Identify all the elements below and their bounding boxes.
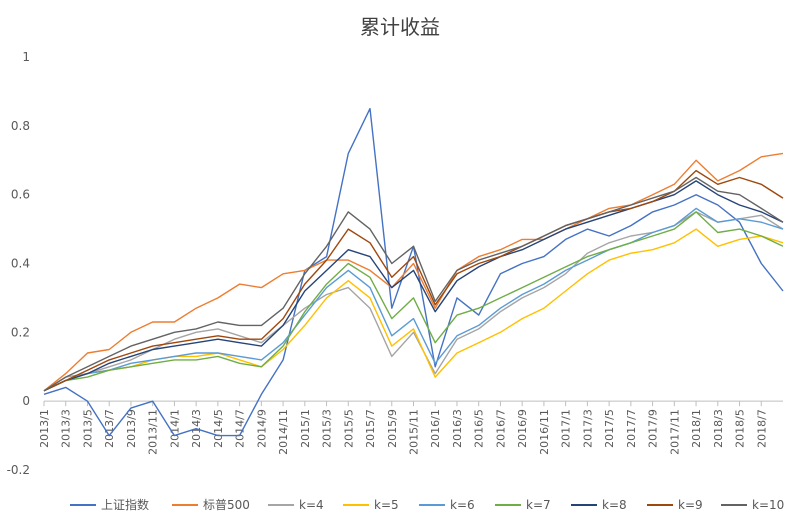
y-tick-label: 0.4 — [11, 257, 30, 271]
x-tick-label: 2016/9 — [516, 409, 529, 448]
x-tick-label: 2015/7 — [364, 409, 377, 448]
x-tick-label: 2016/5 — [473, 409, 486, 448]
x-tick-label: 2018/3 — [712, 409, 725, 448]
x-tick-label: 2016/3 — [451, 409, 464, 448]
x-tick-label: 2014/9 — [255, 409, 268, 448]
x-tick-label: 2016/1 — [429, 409, 442, 448]
legend-label: k=6 — [450, 498, 475, 512]
series-line-1 — [43, 152, 784, 392]
x-axis: 2013/1 2013/3 2013/5 2013/7 2013/9 2013/11 201… — [38, 401, 768, 455]
x-tick-label: 2014/7 — [234, 409, 247, 448]
x-tick-label: 2017/9 — [647, 409, 660, 448]
y-tick-label: 0.2 — [11, 325, 30, 339]
series-line-2 — [43, 211, 784, 392]
legend-label: k=4 — [299, 498, 324, 512]
x-tick-label: 2015/3 — [321, 409, 334, 448]
x-tick-label: 2013/11 — [147, 409, 160, 455]
x-tick-label: 2016/7 — [494, 409, 507, 448]
series-line-4 — [43, 207, 784, 392]
legend-label: k=7 — [526, 498, 551, 512]
x-tick-label: 2013/3 — [60, 409, 73, 448]
x-tick-label: 2013/5 — [81, 409, 94, 448]
x-tick-label: 2013/7 — [103, 409, 116, 448]
x-tick-label: 2014/11 — [277, 409, 290, 455]
legend-label: 标普500 — [203, 498, 250, 512]
y-tick-label: 0 — [22, 394, 30, 408]
legend-label: k=9 — [678, 498, 703, 512]
x-tick-label: 2017/11 — [668, 409, 681, 455]
series-lines — [43, 107, 784, 437]
x-tick-label: 2014/5 — [212, 409, 225, 448]
series-line-6 — [43, 180, 784, 392]
x-tick-label: 2017/5 — [603, 409, 616, 448]
legend: 上证指数 标普500 k=4 k=5 k=6 k=7 k=8 k=9 k=10 — [70, 497, 784, 512]
x-tick-label: 2017/3 — [581, 409, 594, 448]
x-tick-label: 2014/1 — [168, 409, 181, 448]
x-tick-label: 2015/1 — [299, 409, 312, 448]
x-tick-label: 2017/7 — [625, 409, 638, 448]
x-tick-label: 2015/9 — [386, 409, 399, 448]
y-axis: -0.2 0 0.2 0.4 0.6 0.8 1 — [7, 50, 30, 477]
x-tick-label: 2018/7 — [755, 409, 768, 448]
x-tick-label: 2015/5 — [342, 409, 355, 448]
x-tick-label: 2015/11 — [408, 409, 421, 455]
y-tick-label: 0.8 — [11, 119, 30, 133]
y-tick-label: -0.2 — [7, 463, 30, 477]
series-line-8 — [43, 176, 784, 392]
x-tick-label: 2013/9 — [125, 409, 138, 448]
x-tick-label: 2016/11 — [538, 409, 551, 455]
series-line-5 — [43, 211, 784, 392]
series-line-0 — [43, 107, 784, 437]
x-tick-label: 2018/5 — [734, 409, 747, 448]
chart-title: 累计收益 — [360, 15, 440, 39]
series-line-3 — [43, 228, 784, 392]
x-tick-label: 2018/1 — [690, 409, 703, 448]
legend-label: k=5 — [374, 498, 399, 512]
y-tick-label: 0.6 — [11, 188, 30, 202]
legend-label: 上证指数 — [101, 497, 149, 512]
y-tick-label: 1 — [22, 50, 30, 64]
series-line-7 — [43, 169, 784, 392]
legend-label: k=10 — [752, 498, 784, 512]
x-tick-label: 2013/1 — [38, 409, 51, 448]
legend-label: k=8 — [602, 498, 627, 512]
x-tick-label: 2017/1 — [560, 409, 573, 448]
